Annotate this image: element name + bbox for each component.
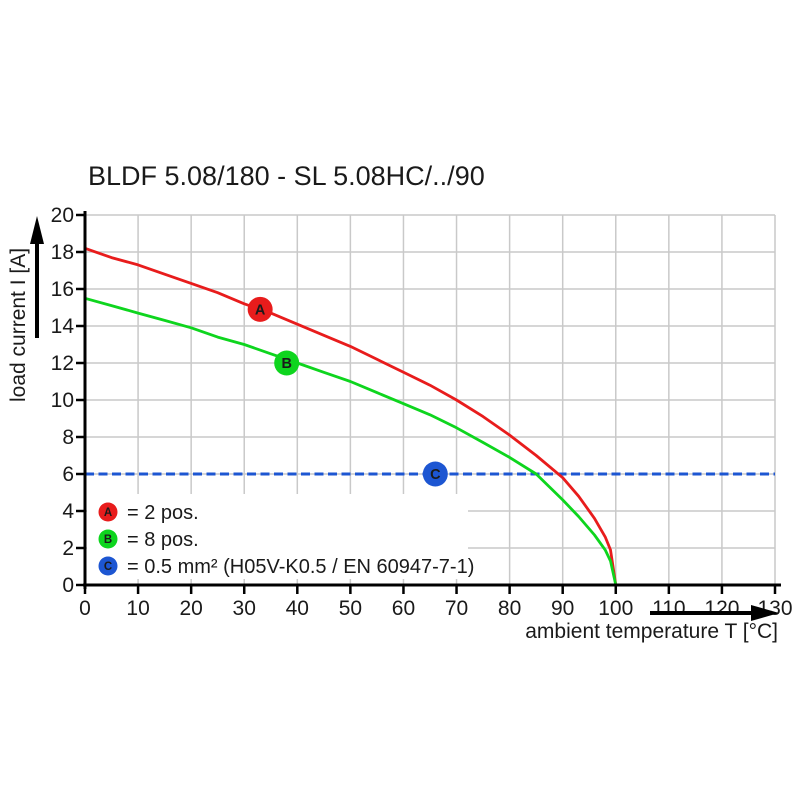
x-tick-label: 120	[704, 597, 739, 620]
chart-title: BLDF 5.08/180 - SL 5.08HC/../90	[88, 161, 485, 191]
y-tick-label: 4	[62, 500, 74, 523]
x-tick-label: 100	[598, 597, 633, 620]
curve-B	[83, 296, 618, 587]
legend-swatch-C	[98, 556, 118, 576]
arrow-up-icon	[30, 216, 44, 244]
legend-label-C: = 0.5 mm² (H05V-K0.5 / EN 60947-7-1)	[127, 556, 474, 578]
y-tick-label: 0	[62, 574, 74, 597]
y-tick-label: 12	[51, 352, 74, 375]
legend-swatch-letter-B: B	[104, 534, 112, 546]
x-axis-title: ambient temperature T [°C]	[525, 620, 778, 643]
legend-swatch-B	[98, 529, 118, 549]
curve-marker-C	[422, 461, 448, 487]
y-tick-label: 20	[51, 204, 74, 227]
x-tick-label: 70	[445, 597, 468, 620]
legend-background	[87, 494, 468, 579]
curve-marker-letter-C: C	[430, 467, 441, 483]
curve-markers-layer: A B C	[247, 296, 448, 487]
x-tick-label: 10	[126, 597, 149, 620]
y-tick-label: 2	[62, 537, 74, 560]
x-tick-label: 20	[179, 597, 202, 620]
x-axis-title-group: ambient temperature T [°C]	[525, 605, 779, 643]
x-tick-label: 90	[551, 597, 574, 620]
x-tick-label: 80	[498, 597, 521, 620]
legend-label-B: = 8 pos.	[127, 529, 199, 551]
curve-marker-letter-B: B	[281, 356, 291, 372]
legend-box	[87, 494, 468, 579]
curves-layer	[83, 246, 618, 587]
x-tick-label: 50	[339, 597, 362, 620]
y-tick-label: 18	[51, 241, 74, 264]
curve-marker-letter-A: A	[255, 303, 266, 319]
y-tick-label: 16	[51, 278, 74, 301]
legend-swatch-A	[98, 502, 118, 522]
axes-layer	[76, 211, 781, 594]
x-tick-label: 60	[392, 597, 415, 620]
y-tick-label: 14	[51, 315, 75, 338]
y-tick-label: 6	[62, 463, 74, 486]
curve-marker-B	[274, 350, 300, 376]
legend-swatch-letter-A: A	[104, 507, 112, 519]
curve-A	[83, 246, 618, 587]
y-axis-title: load current I [A]	[7, 248, 30, 402]
y-tick-label: 10	[51, 389, 74, 412]
x-tick-label: 30	[233, 597, 256, 620]
x-tick-label: 40	[286, 597, 309, 620]
y-axis-title-group: load current I [A]	[7, 216, 44, 402]
legend-swatch-letter-C: C	[104, 561, 112, 573]
legend-items-layer: A = 2 pos. B = 8 pos. C = 0.5 mm² (H05V-K0.5 …	[98, 502, 474, 578]
x-tick-label: 0	[79, 597, 91, 620]
x-tick-label: 110	[652, 597, 685, 620]
arrow-right-icon	[751, 605, 779, 621]
y-tick-label: 8	[62, 426, 74, 449]
legend-label-A: = 2 pos.	[127, 502, 199, 524]
curve-marker-A	[247, 296, 273, 322]
